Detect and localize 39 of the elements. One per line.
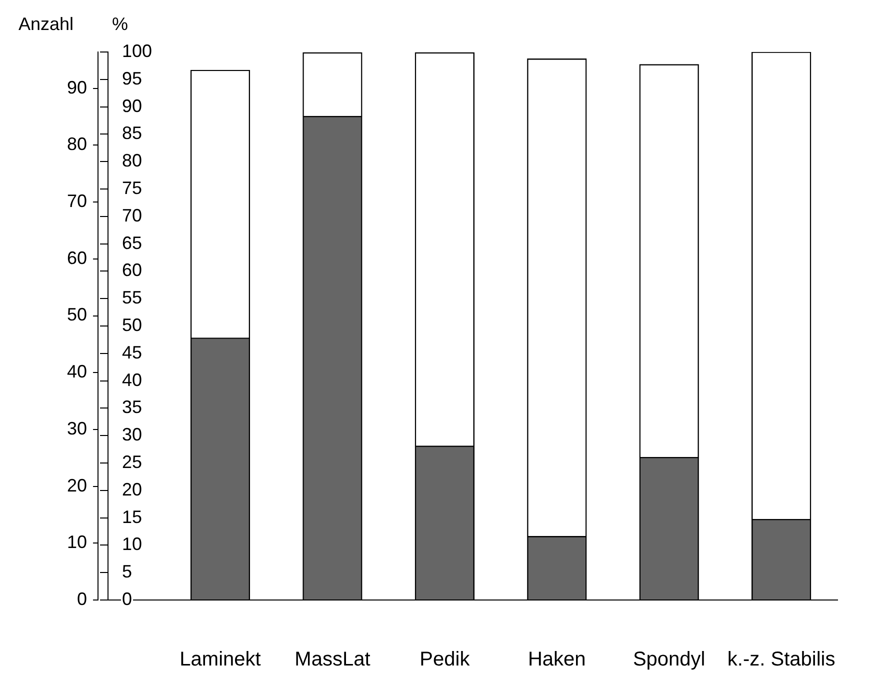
- y2-tick-label: 45: [122, 342, 142, 362]
- y2-tick-label: 75: [122, 178, 142, 198]
- y-tick-label: 50: [66, 304, 88, 325]
- y2-tick-label: 15: [122, 506, 142, 527]
- y2-tick-label: 95: [122, 68, 142, 88]
- y2-tick-label: 60: [122, 260, 142, 280]
- y-tick-label: 70: [66, 191, 88, 212]
- y-tick-label: 40: [66, 362, 88, 382]
- y2-tick-label: 80: [122, 150, 142, 171]
- y-tick-label: 60: [66, 248, 88, 268]
- y-tick-label: 20: [66, 475, 88, 496]
- y-tick-label: 30: [66, 418, 88, 438]
- y2-tick-label: 10: [122, 534, 142, 554]
- x-tick-label: Laminekt: [180, 648, 262, 671]
- y2-tick-label: 40: [122, 370, 142, 390]
- y-tick-label: 90: [66, 77, 88, 98]
- y-tick-label: 80: [66, 134, 88, 154]
- y2-tick-label: 30: [122, 424, 142, 445]
- y2-tick-label: 5: [122, 562, 132, 582]
- y-tick-label: 0: [77, 588, 88, 609]
- x-tick-label: Haken: [528, 648, 586, 671]
- x-tick-label: Pedik: [420, 648, 471, 671]
- y-tick-label: 10: [66, 532, 88, 552]
- y2-tick-label: 90: [122, 96, 142, 116]
- x-tick-label: k.-z. Stabilis: [727, 648, 836, 671]
- y2-tick-label: 55: [122, 288, 142, 308]
- y2-tick-label: 35: [122, 397, 142, 418]
- y2-tick-label: 85: [122, 123, 142, 144]
- y2-tick-label: 25: [122, 452, 142, 472]
- y2-axis-title: %: [112, 14, 128, 34]
- y-axis-title: Anzahl: [18, 14, 74, 34]
- x-tick-label: MassLat: [294, 648, 371, 671]
- y2-tick-label: 20: [122, 479, 142, 500]
- y2-tick-label: 100: [122, 40, 152, 61]
- y2-tick-label: 50: [122, 314, 142, 335]
- y2-tick-label: 65: [122, 232, 142, 253]
- y2-tick-label: 0: [122, 588, 132, 609]
- x-tick-label: Spondyl: [632, 648, 706, 671]
- y2-tick-label: 70: [122, 205, 142, 226]
